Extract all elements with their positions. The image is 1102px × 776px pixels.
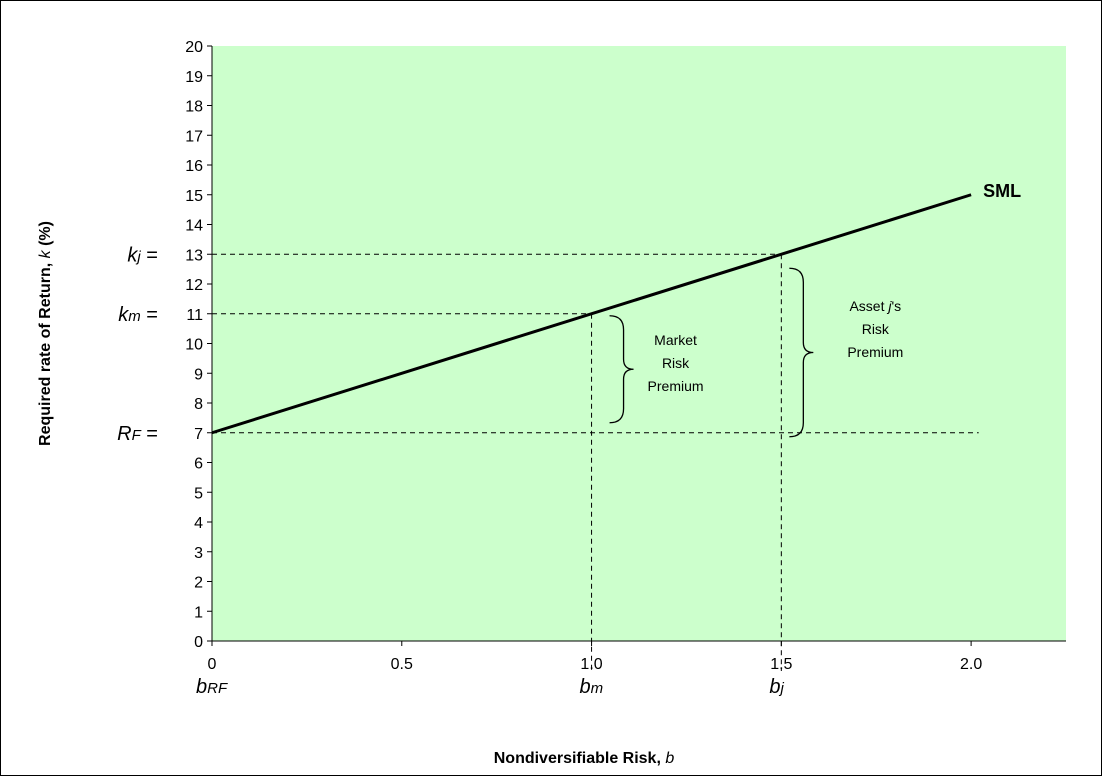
asset-j-risk-premium-label-part-2: 's xyxy=(892,298,902,314)
reference-level-label: RF = xyxy=(117,423,158,445)
reference-beta-label: bj xyxy=(769,676,784,698)
y-tick-label: 4 xyxy=(194,515,203,532)
reference-level-label-part-2: = xyxy=(141,304,158,326)
y-axis-title-part-1: k xyxy=(37,249,54,258)
y-tick-label: 1 xyxy=(194,604,203,621)
asset-j-risk-premium-label: Risk xyxy=(862,321,890,337)
reference-level-label: kj = xyxy=(127,244,158,266)
asset-j-risk-premium-brace xyxy=(789,267,814,438)
reference-beta-label-part-1: m xyxy=(591,680,604,697)
x-tick-label: 2.0 xyxy=(960,656,982,673)
asset-j-risk-premium-label-part-0: Risk xyxy=(862,321,890,337)
x-axis-title: Nondiversifiable Risk, b xyxy=(494,750,675,767)
y-tick-label: 7 xyxy=(194,426,203,443)
reference-level-label: km = xyxy=(118,304,158,326)
reference-beta-label-part-0: b xyxy=(580,676,591,698)
y-tick-label: 2 xyxy=(194,575,203,592)
x-tick-label: 1.0 xyxy=(580,656,602,673)
reference-level-label-part-0: k xyxy=(118,304,129,326)
market-risk-premium-label: Market xyxy=(654,332,697,348)
y-tick-label: 18 xyxy=(185,99,203,116)
x-tick-label: 0 xyxy=(208,656,217,673)
y-tick-label: 5 xyxy=(194,485,203,502)
y-tick-label: 8 xyxy=(194,396,203,413)
reference-beta-label-part-1: j xyxy=(778,680,784,697)
reference-level-label-part-2: = xyxy=(141,244,158,266)
asset-j-risk-premium-label: Asset j's xyxy=(849,298,901,314)
reference-level-label-part-1: m xyxy=(128,308,141,325)
x-axis-title-part-1: b xyxy=(665,750,674,767)
y-tick-label: 14 xyxy=(185,218,203,235)
reference-beta-label: bm xyxy=(580,676,604,698)
y-axis-title: Required rate of Return, k (%) xyxy=(37,221,54,446)
asset-j-risk-premium-label-part-0: Asset xyxy=(849,298,888,314)
reference-level-label-part-0: R xyxy=(117,423,131,445)
reference-level-label-part-1: j xyxy=(135,248,141,265)
reference-beta-label-part-1: RF xyxy=(207,680,228,697)
sml-label: SML xyxy=(983,181,1021,201)
y-tick-label: 20 xyxy=(185,39,203,56)
y-tick-label: 16 xyxy=(185,158,203,175)
reference-beta-label-part-0: b xyxy=(196,676,207,698)
sml-line xyxy=(211,193,972,435)
y-tick-label: 3 xyxy=(194,545,203,562)
asset-j-risk-premium-label-part-0: Premium xyxy=(847,344,903,360)
reference-level-label-part-2: = xyxy=(141,423,158,445)
reference-beta-label-part-0: b xyxy=(769,676,780,698)
x-axis-title-part-0: Nondiversifiable Risk, xyxy=(494,750,666,767)
y-tick-label: 13 xyxy=(185,247,203,264)
y-tick-label: 9 xyxy=(194,366,203,383)
y-axis-title-part-0: Required rate of Return, xyxy=(37,258,54,446)
market-risk-premium-label: Premium xyxy=(648,378,704,394)
asset-j-risk-premium-label: Premium xyxy=(847,344,903,360)
market-risk-premium-label: Risk xyxy=(662,355,690,371)
y-tick-label: 15 xyxy=(185,188,203,205)
y-tick-label: 11 xyxy=(186,307,203,324)
y-axis-title-part-2: (%) xyxy=(37,221,54,250)
y-tick-label: 12 xyxy=(185,277,203,294)
reference-level-label-part-1: F xyxy=(132,427,142,444)
asset-j-risk-premium-label-part-1: j xyxy=(886,298,892,314)
y-tick-label: 6 xyxy=(194,456,203,473)
reference-level-label-part-0: k xyxy=(127,244,138,266)
y-tick-label: 19 xyxy=(185,69,203,86)
x-tick-label: 0.5 xyxy=(391,656,413,673)
y-tick-label: 10 xyxy=(185,337,203,354)
y-tick-label: 17 xyxy=(185,128,203,145)
y-tick-label: 0 xyxy=(194,634,203,651)
reference-beta-label: bRF xyxy=(196,676,228,698)
x-tick-label: 1.5 xyxy=(770,656,792,673)
plot-area xyxy=(212,46,1066,641)
